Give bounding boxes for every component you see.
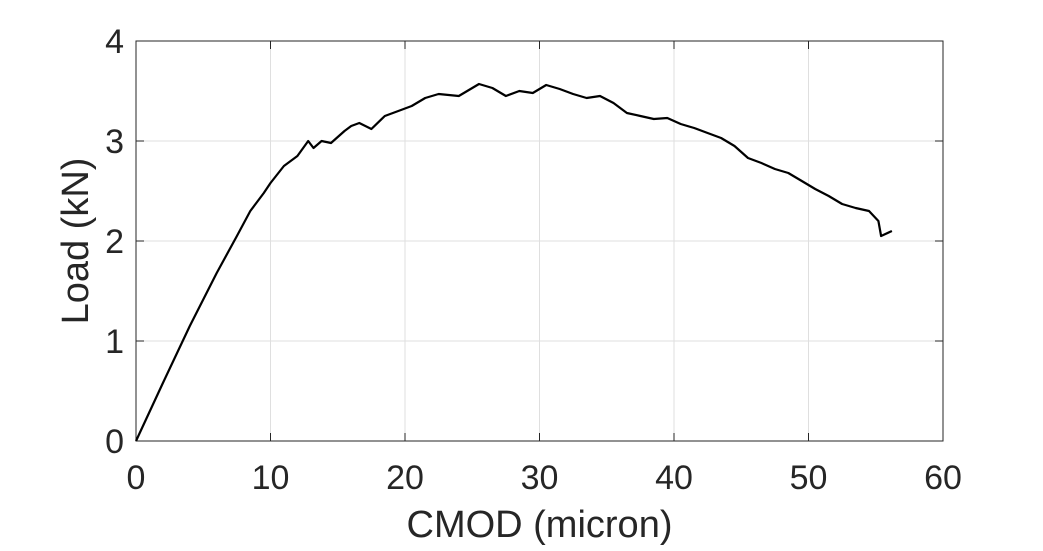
x-tick-label: 50: [790, 459, 828, 497]
y-tick-label: 2: [105, 223, 124, 261]
y-tick-label: 4: [105, 23, 124, 61]
x-tick-label: 10: [252, 459, 290, 497]
y-tick-label: 0: [105, 423, 124, 461]
y-tick-labels: 0 1 2 3 4: [105, 23, 124, 461]
y-axis-label: Load (kN): [55, 158, 97, 325]
y-tick-label: 3: [105, 123, 124, 161]
x-tick-label: 20: [386, 459, 424, 497]
x-tick-label: 60: [924, 459, 962, 497]
grid: [136, 41, 943, 441]
y-tick-label: 1: [105, 323, 124, 361]
x-axis-label: CMOD (micron): [407, 504, 673, 546]
x-tick-label: 40: [655, 459, 693, 497]
x-tick-label: 30: [521, 459, 559, 497]
x-tick-label: 0: [127, 459, 146, 497]
load-cmod-curve: [135, 82, 893, 442]
x-tick-labels: 0 10 20 30 40 50 60: [127, 459, 962, 497]
